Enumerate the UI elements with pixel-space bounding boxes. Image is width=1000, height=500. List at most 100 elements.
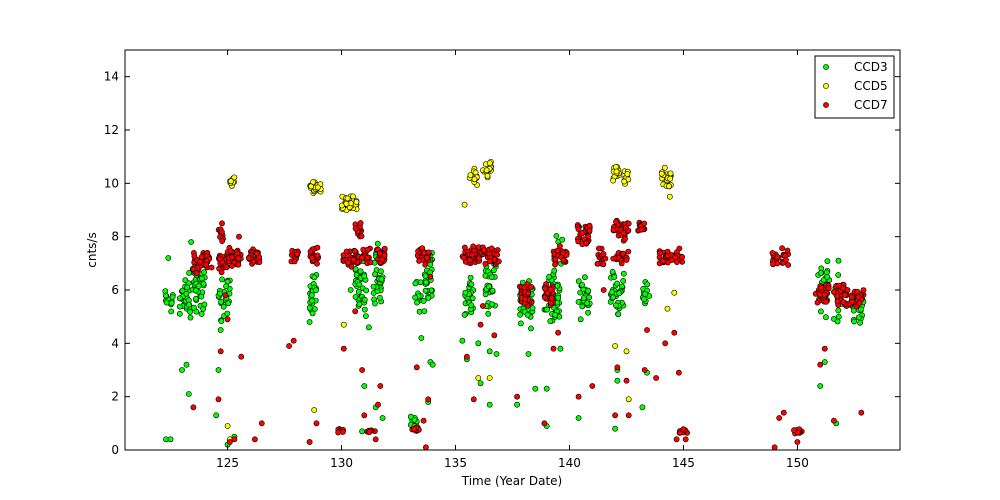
data-point-ccd3 [195, 283, 202, 289]
data-point-ccd7 [575, 393, 582, 400]
data-point-ccd7 [381, 252, 388, 259]
data-point-ccd3 [468, 302, 475, 309]
data-point-ccd7 [254, 250, 261, 257]
data-point-ccd3 [414, 299, 420, 306]
data-point-ccd3 [308, 297, 315, 304]
data-point-ccd7 [364, 254, 371, 261]
data-point-ccd3 [361, 306, 368, 313]
data-point-ccd7 [215, 396, 222, 403]
data-point-ccd7 [644, 327, 650, 333]
data-point-ccd7 [662, 340, 669, 347]
data-point-ccd5 [666, 183, 672, 190]
data-point-ccd7 [235, 261, 242, 268]
data-point-ccd7 [190, 266, 197, 273]
data-point-ccd3 [355, 288, 362, 295]
data-point-ccd7 [615, 254, 622, 261]
data-point-ccd7 [258, 420, 265, 427]
data-point-ccd3 [416, 308, 423, 315]
data-point-ccd7 [625, 248, 632, 255]
data-point-ccd7 [291, 258, 298, 265]
data-point-ccd7 [623, 377, 630, 384]
data-point-ccd3 [552, 311, 559, 318]
data-point-ccd3 [163, 299, 170, 306]
data-point-ccd7 [586, 222, 593, 229]
data-point-ccd7 [245, 255, 252, 262]
data-point-ccd7 [359, 254, 365, 261]
data-point-ccd3 [215, 367, 222, 373]
data-point-ccd3 [486, 283, 492, 290]
data-point-ccd5 [612, 343, 618, 349]
data-point-ccd7 [352, 308, 359, 315]
data-point-ccd7 [219, 238, 225, 244]
data-point-ccd7 [290, 337, 297, 344]
data-point-ccd3 [198, 275, 205, 282]
data-point-ccd7 [784, 247, 791, 254]
data-point-ccd3 [580, 295, 587, 301]
data-point-ccd3 [407, 413, 414, 420]
data-point-ccd7 [596, 245, 602, 252]
data-point-ccd3 [489, 287, 496, 294]
data-point-ccd7 [306, 439, 313, 445]
y-tick-label: 8 [111, 230, 119, 244]
data-point-ccd3 [835, 272, 842, 278]
data-point-ccd3 [198, 293, 205, 300]
data-point-ccd3 [611, 274, 618, 280]
data-point-ccd3 [184, 284, 190, 291]
data-point-ccd5 [353, 199, 360, 205]
y-axis-label: cnts/s [85, 232, 99, 267]
data-point-ccd7 [460, 254, 467, 261]
data-point-ccd7 [416, 257, 422, 264]
data-point-ccd7 [466, 257, 473, 263]
data-point-ccd7 [791, 427, 797, 434]
data-point-ccd7 [612, 412, 618, 419]
data-point-ccd7 [817, 291, 823, 298]
legend-label-ccd7: CCD7 [854, 98, 888, 112]
data-point-ccd7 [860, 287, 867, 293]
data-point-ccd7 [366, 429, 373, 435]
data-point-ccd7 [528, 283, 535, 290]
data-point-ccd7 [600, 287, 607, 293]
data-point-ccd3 [188, 239, 194, 245]
data-point-ccd7 [664, 252, 671, 259]
data-point-ccd7 [238, 353, 245, 360]
data-point-ccd5 [658, 170, 665, 177]
data-point-ccd3 [179, 367, 185, 373]
data-point-ccd7 [638, 226, 645, 233]
data-point-ccd3 [429, 361, 436, 368]
data-point-ccd3 [308, 292, 315, 299]
data-point-ccd7 [549, 295, 555, 302]
data-point-ccd3 [167, 436, 174, 443]
data-point-ccd7 [823, 298, 830, 305]
data-point-ccd7 [780, 409, 787, 416]
data-point-ccd7 [814, 299, 821, 306]
data-point-ccd3 [577, 316, 584, 323]
data-point-ccd7 [422, 444, 429, 451]
data-point-ccd7 [552, 256, 559, 263]
data-point-ccd7 [361, 412, 368, 419]
data-point-ccd3 [614, 280, 620, 287]
data-point-ccd3 [514, 401, 520, 408]
data-point-ccd3 [306, 319, 313, 325]
data-point-ccd7 [425, 249, 432, 256]
data-point-ccd3 [309, 310, 316, 317]
data-point-ccd3 [820, 277, 827, 283]
data-point-ccd3 [525, 351, 532, 357]
data-point-ccd7 [552, 261, 558, 268]
data-point-ccd7 [682, 436, 689, 443]
data-point-ccd7 [849, 298, 856, 305]
data-point-ccd3 [610, 294, 616, 301]
data-point-ccd5 [475, 375, 482, 381]
data-point-ccd7 [226, 439, 233, 445]
data-point-ccd7 [854, 288, 861, 295]
data-point-ccd7 [427, 273, 434, 280]
data-point-ccd7 [343, 248, 350, 255]
data-point-ccd7 [779, 245, 785, 252]
data-point-ccd3 [462, 289, 469, 296]
data-point-ccd3 [615, 311, 622, 318]
data-point-ccd5 [484, 172, 491, 179]
data-point-ccd7 [340, 345, 347, 352]
data-point-ccd7 [680, 426, 687, 433]
data-point-ccd3 [823, 314, 829, 321]
data-point-ccd3 [225, 300, 232, 307]
data-point-ccd7 [555, 329, 561, 336]
